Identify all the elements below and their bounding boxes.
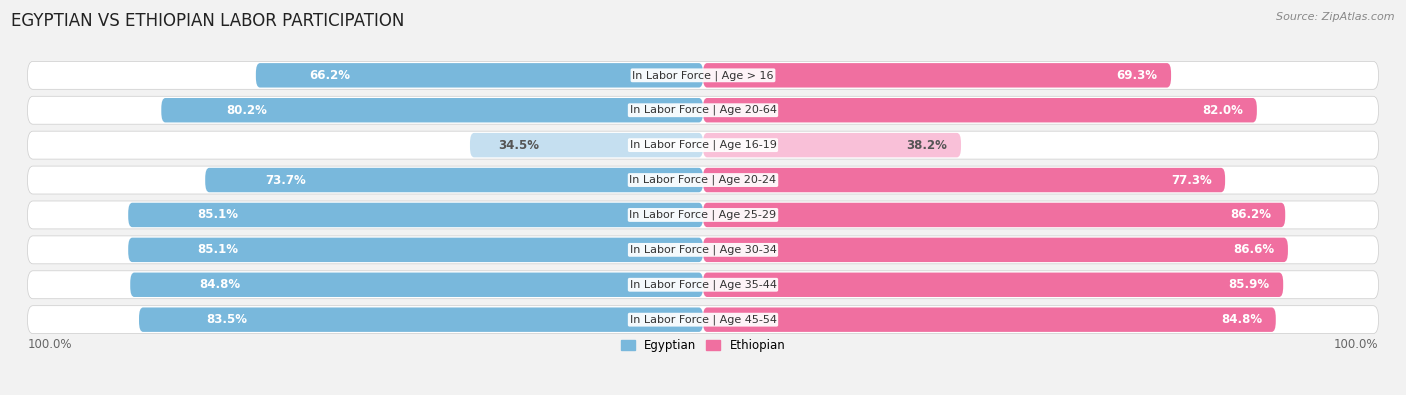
Text: 83.5%: 83.5% <box>207 313 247 326</box>
FancyBboxPatch shape <box>28 96 1378 124</box>
FancyBboxPatch shape <box>128 203 703 227</box>
Text: 80.2%: 80.2% <box>226 104 267 117</box>
Text: 38.2%: 38.2% <box>907 139 948 152</box>
Text: 82.0%: 82.0% <box>1202 104 1243 117</box>
FancyBboxPatch shape <box>205 168 703 192</box>
FancyBboxPatch shape <box>128 238 703 262</box>
Text: 100.0%: 100.0% <box>1334 338 1378 351</box>
FancyBboxPatch shape <box>703 133 962 157</box>
Legend: Egyptian, Ethiopian: Egyptian, Ethiopian <box>616 334 790 357</box>
FancyBboxPatch shape <box>703 273 1284 297</box>
Text: 73.7%: 73.7% <box>264 173 305 186</box>
Text: 86.2%: 86.2% <box>1230 209 1271 222</box>
Text: In Labor Force | Age 45-54: In Labor Force | Age 45-54 <box>630 314 776 325</box>
FancyBboxPatch shape <box>28 271 1378 299</box>
FancyBboxPatch shape <box>256 63 703 88</box>
Text: 85.1%: 85.1% <box>197 209 238 222</box>
Text: In Labor Force | Age > 16: In Labor Force | Age > 16 <box>633 70 773 81</box>
Text: 86.6%: 86.6% <box>1233 243 1274 256</box>
FancyBboxPatch shape <box>162 98 703 122</box>
FancyBboxPatch shape <box>28 236 1378 264</box>
FancyBboxPatch shape <box>28 131 1378 159</box>
Text: 77.3%: 77.3% <box>1171 173 1212 186</box>
FancyBboxPatch shape <box>703 203 1285 227</box>
FancyBboxPatch shape <box>28 201 1378 229</box>
Text: 84.8%: 84.8% <box>200 278 240 291</box>
FancyBboxPatch shape <box>703 63 1171 88</box>
FancyBboxPatch shape <box>139 307 703 332</box>
FancyBboxPatch shape <box>703 98 1257 122</box>
Text: In Labor Force | Age 30-34: In Labor Force | Age 30-34 <box>630 245 776 255</box>
FancyBboxPatch shape <box>28 61 1378 89</box>
FancyBboxPatch shape <box>28 306 1378 334</box>
Text: In Labor Force | Age 20-64: In Labor Force | Age 20-64 <box>630 105 776 115</box>
FancyBboxPatch shape <box>131 273 703 297</box>
Text: In Labor Force | Age 25-29: In Labor Force | Age 25-29 <box>630 210 776 220</box>
Text: EGYPTIAN VS ETHIOPIAN LABOR PARTICIPATION: EGYPTIAN VS ETHIOPIAN LABOR PARTICIPATIO… <box>11 12 405 30</box>
Text: 85.9%: 85.9% <box>1229 278 1270 291</box>
FancyBboxPatch shape <box>470 133 703 157</box>
Text: 69.3%: 69.3% <box>1116 69 1157 82</box>
FancyBboxPatch shape <box>28 166 1378 194</box>
Text: 34.5%: 34.5% <box>498 139 538 152</box>
FancyBboxPatch shape <box>703 238 1288 262</box>
Text: 66.2%: 66.2% <box>309 69 350 82</box>
Text: 85.1%: 85.1% <box>197 243 238 256</box>
FancyBboxPatch shape <box>703 168 1225 192</box>
FancyBboxPatch shape <box>703 307 1275 332</box>
Text: 100.0%: 100.0% <box>28 338 72 351</box>
Text: In Labor Force | Age 16-19: In Labor Force | Age 16-19 <box>630 140 776 150</box>
Text: 84.8%: 84.8% <box>1222 313 1263 326</box>
Text: Source: ZipAtlas.com: Source: ZipAtlas.com <box>1277 12 1395 22</box>
Text: In Labor Force | Age 35-44: In Labor Force | Age 35-44 <box>630 280 776 290</box>
Text: In Labor Force | Age 20-24: In Labor Force | Age 20-24 <box>630 175 776 185</box>
